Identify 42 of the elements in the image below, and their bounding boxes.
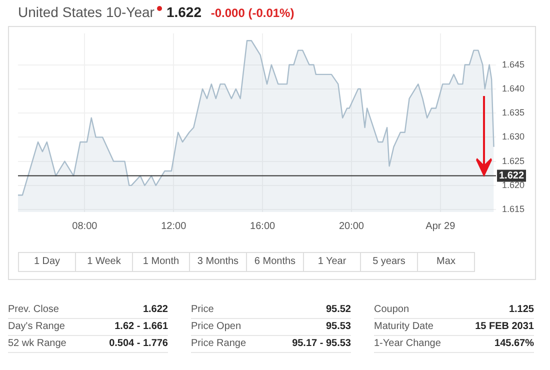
x-tick-label: 12:00 [161, 220, 187, 232]
text: Day's Range [8, 320, 65, 334]
text: Max [417, 252, 475, 272]
text: 0.504 - 1.776 [109, 337, 168, 351]
text: 15 FEB 2031 [475, 320, 534, 334]
text: 1-Year Change [374, 337, 441, 351]
text: 3 Months [189, 252, 247, 272]
text: 1.622 [142, 303, 168, 317]
chart-title: United States 10-Year [18, 4, 154, 20]
text: Price Range [191, 337, 246, 351]
y-tick-label: 1.615 [502, 204, 525, 214]
ref-line-label: 1.622 [499, 170, 524, 182]
y-tick-label: 1.620 [502, 180, 525, 190]
y-tick-label: 1.635 [502, 108, 525, 118]
text: -0.000 (-0.01%) [210, 6, 294, 20]
text: 95.53 [326, 320, 351, 334]
text: 5 years [360, 252, 418, 272]
x-tick-label: 08:00 [72, 220, 98, 232]
text: Coupon [374, 303, 410, 317]
text: 1.125 [508, 303, 534, 317]
text: Maturity Date [374, 320, 434, 334]
text: Price Open [191, 320, 242, 334]
text: 1.62 - 1.661 [114, 320, 168, 334]
y-tick-label: 1.630 [502, 132, 525, 142]
y-tick-label: 1.645 [502, 59, 525, 70]
y-tick-label: 1.625 [502, 156, 525, 166]
text: 1 Day [18, 252, 76, 272]
x-tick-label: Apr 29 [426, 220, 456, 232]
text: 95.52 [326, 303, 351, 317]
text: 1.622 [166, 4, 202, 20]
text: Prev. Close [8, 303, 59, 317]
text: 1 Month [132, 252, 190, 272]
text: 1 Week [75, 252, 133, 272]
x-tick-label: 16:00 [250, 220, 276, 232]
text: 145.67% [494, 337, 534, 351]
text: 6 Months [246, 252, 304, 272]
text: 1 Year [303, 252, 361, 272]
x-tick-label: 20:00 [338, 220, 364, 232]
text: 95.17 - 95.53 [292, 337, 351, 351]
y-tick-label: 1.640 [502, 83, 525, 94]
text: 52 wk Range [8, 337, 66, 351]
text: Price [191, 303, 214, 317]
